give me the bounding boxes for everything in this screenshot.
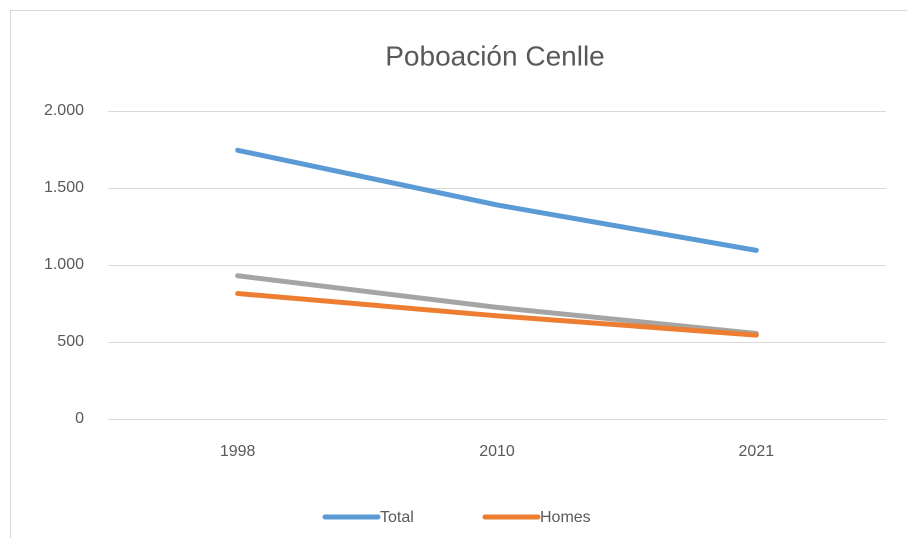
y-tick-label: 0: [75, 410, 84, 427]
y-tick-label: 1.000: [44, 256, 84, 273]
series-line: [235, 273, 759, 337]
y-tick-label: 500: [57, 333, 84, 350]
x-tick-label: 2021: [739, 443, 775, 460]
x-tick-label: 1998: [220, 443, 256, 460]
series-line: [235, 147, 759, 253]
legend-label: Homes: [540, 509, 591, 526]
chart-title: Poboación Cenlle: [385, 40, 605, 71]
legend-label: Total: [380, 509, 414, 526]
series-line: [235, 290, 759, 338]
chart-border: [10, 10, 907, 538]
x-tick-label: 2010: [479, 443, 515, 460]
y-tick-label: 1.500: [44, 179, 84, 196]
y-tick-label: 2.000: [44, 102, 84, 119]
